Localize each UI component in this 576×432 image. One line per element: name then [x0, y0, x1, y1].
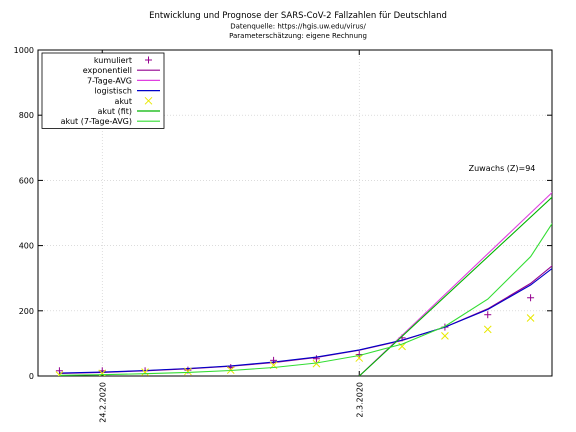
legend-label: akut [115, 97, 133, 106]
legend-swatch [145, 56, 152, 64]
y-tick-label: 800 [19, 111, 34, 120]
x-tick-label: 2.3.2020 [355, 382, 364, 418]
chart-subtitle-method: Parameterschätzung: eigene Rechnung [229, 32, 367, 40]
y-tick-label: 1000 [14, 46, 34, 55]
plot-frame [37, 49, 553, 377]
x-tick-label: 24.2.2020 [98, 382, 107, 423]
chart-title: Entwicklung und Prognose der SARS-CoV-2 … [149, 11, 447, 21]
legend-label: akut (7-Tage-AVG) [61, 117, 132, 126]
axes: 0200400600800100024.2.20202.3.20209.3.20… [14, 46, 553, 423]
data-point-akut [184, 367, 192, 376]
legend-label: kumuliert [94, 56, 132, 65]
series-layer [55, 191, 576, 376]
data-point-akut-d1 [570, 266, 576, 273]
annotation: Zuwachs (Z)=94 [469, 164, 536, 173]
data-point-akut [312, 359, 321, 368]
legend-label: akut (fit) [98, 107, 132, 116]
data-point-akut [526, 314, 535, 322]
data-point-akut-d2 [98, 369, 107, 376]
data-point-akut-d2 [184, 367, 192, 376]
data-point-akut-d2 [141, 368, 149, 376]
legend-label: exponentiell [83, 66, 132, 75]
legend-swatch-d2 [144, 96, 153, 105]
data-point-akut [483, 325, 492, 334]
data-point-akut-d2 [570, 266, 576, 273]
legend-label: logistisch [94, 87, 132, 96]
data-point-akut-d2 [441, 332, 449, 340]
data-point-akut [141, 368, 149, 376]
legend-swatch [144, 96, 153, 105]
series-line-logistisch [59, 267, 552, 374]
series-line-akut-fit [358, 196, 552, 376]
data-point-akut-d2 [526, 314, 535, 322]
data-point-kumuliert [312, 355, 320, 363]
data-point-akut-d2 [312, 359, 321, 368]
data-point-kumuliert [570, 259, 576, 266]
data-point-akut [98, 369, 107, 376]
data-point-akut-d2 [483, 325, 492, 334]
data-point-akut-d2 [398, 342, 406, 351]
chart-subtitle-source: Datenquelle: https://hgis.uw.edu/virus/ [230, 23, 366, 31]
y-tick-label: 400 [19, 242, 34, 251]
legend-label: 7-Tage-AVG [87, 76, 132, 85]
series-group [55, 191, 576, 376]
data-point-kumuliert [484, 311, 492, 319]
y-tick-label: 0 [29, 372, 34, 381]
series-line-akut-7-tage-avg [59, 222, 552, 376]
data-point-akut [398, 342, 406, 351]
y-tick-label: 600 [19, 176, 34, 185]
data-point-akut [441, 332, 449, 340]
series-line-7-tage-avg [358, 191, 552, 376]
data-point-kumuliert [527, 294, 535, 302]
data-point-akut [570, 266, 576, 273]
y-tick-label: 200 [19, 307, 34, 316]
data-point-akut-d2 [355, 354, 364, 362]
